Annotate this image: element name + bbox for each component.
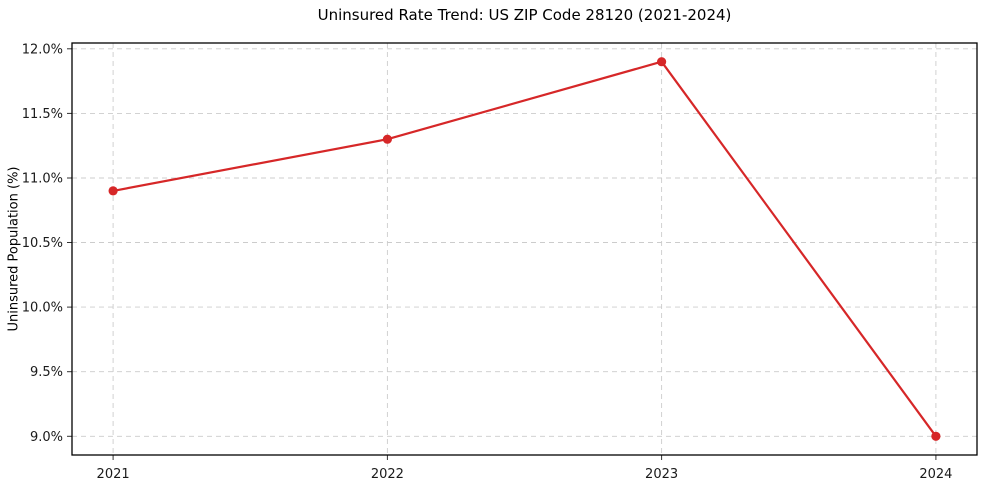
y-tick-label: 9.0% xyxy=(30,430,63,445)
x-tick-label: 2021 xyxy=(97,467,130,482)
trend-line xyxy=(112,60,937,438)
data-point-2024 xyxy=(931,431,941,441)
x-tick-label: 2023 xyxy=(645,467,678,482)
y-tick-label: 10.0% xyxy=(22,301,63,316)
y-tick-label: 10.5% xyxy=(22,236,63,251)
plot-border xyxy=(71,42,978,456)
x-tick-label: 2022 xyxy=(371,467,404,482)
data-point-2022 xyxy=(382,134,392,144)
y-tick-label: 11.0% xyxy=(22,172,63,187)
data-point-2021 xyxy=(108,186,118,196)
y-tick-label: 9.5% xyxy=(30,365,63,380)
x-tick-label: 2024 xyxy=(919,467,952,482)
chart-title: Uninsured Rate Trend: US ZIP Code 28120 … xyxy=(317,6,732,24)
y-tick-label: 11.5% xyxy=(22,107,63,122)
data-point-2023 xyxy=(657,57,667,67)
y-tick-label: 12.0% xyxy=(22,42,63,57)
